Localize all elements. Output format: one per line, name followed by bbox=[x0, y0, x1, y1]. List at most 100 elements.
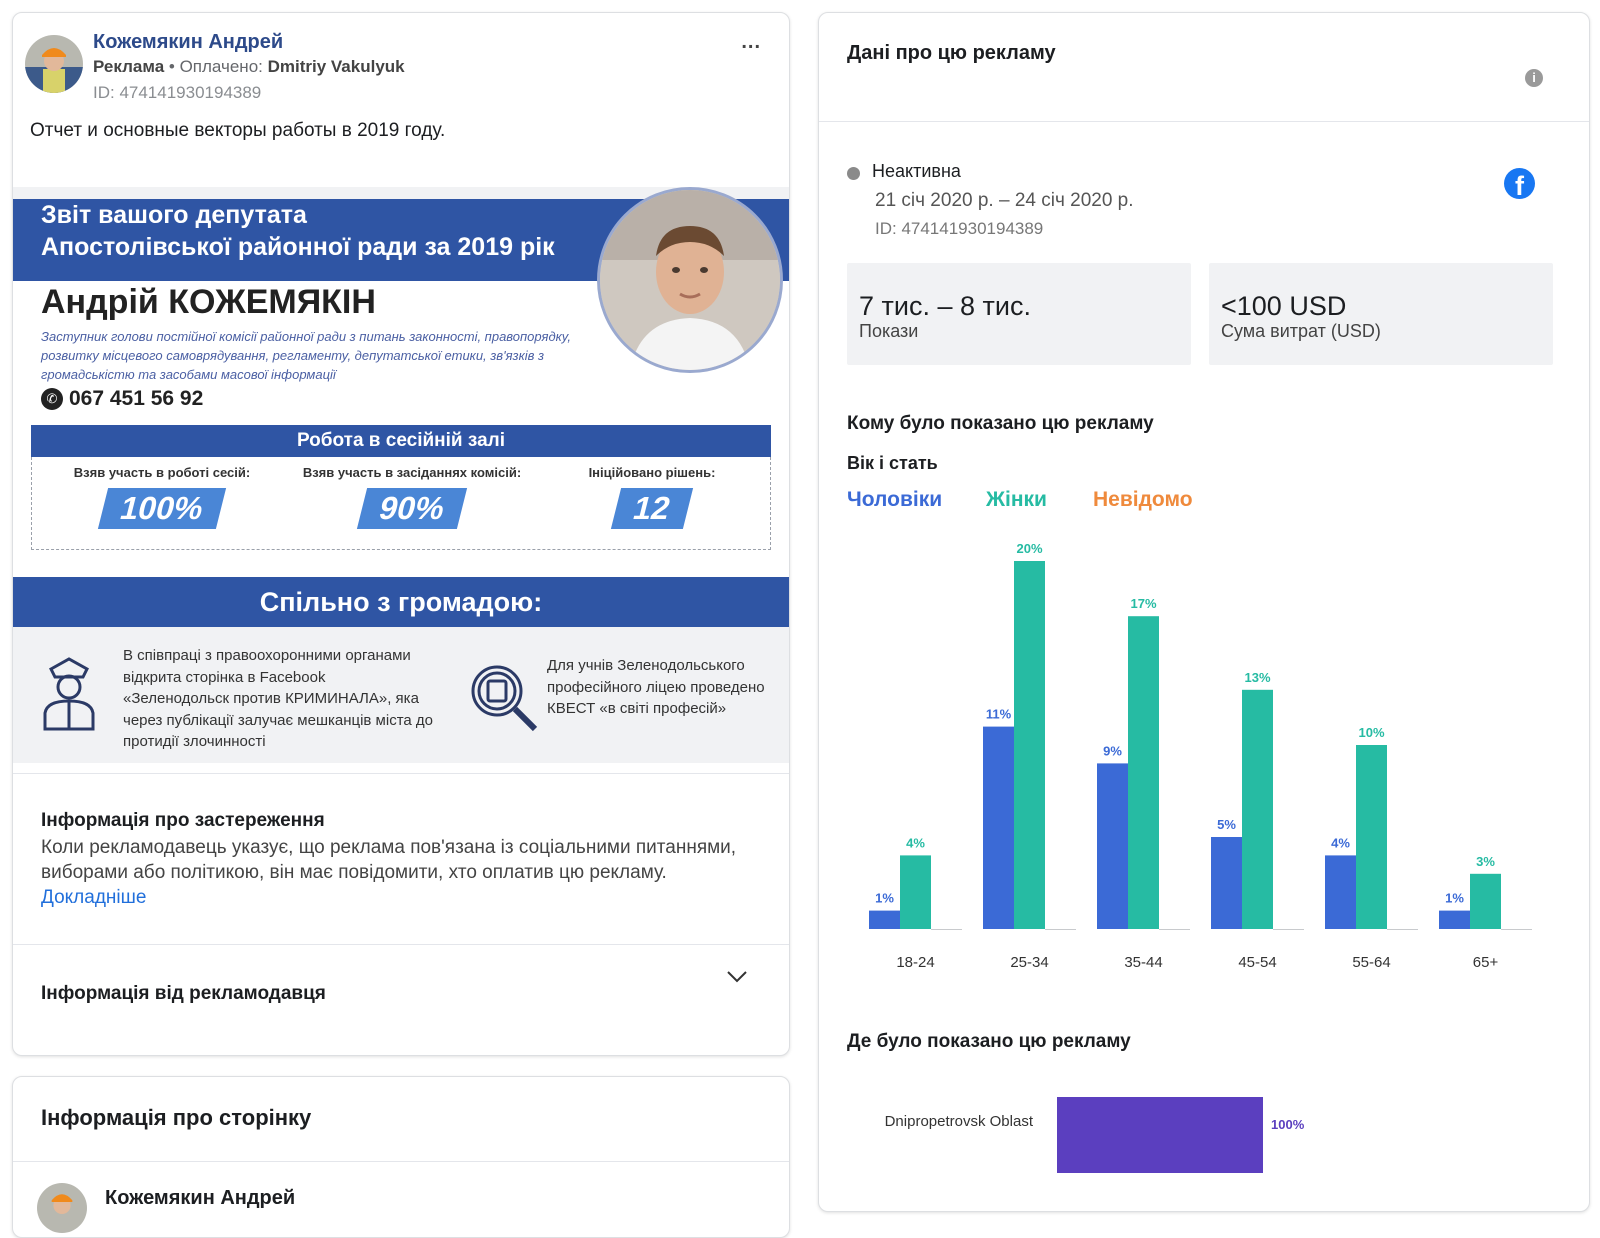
creative-header-line2: Апостолівської районної ради за 2019 рік bbox=[41, 233, 555, 261]
data-label: 3% bbox=[1476, 854, 1495, 869]
impressions-label: Покази bbox=[859, 321, 919, 341]
disclaimer-body: Коли рекламодавець указує, що реклама по… bbox=[41, 837, 737, 883]
magnifier-book-icon bbox=[469, 663, 541, 740]
region-label: Dnipropetrovsk Oblast bbox=[885, 1113, 1034, 1130]
bar-Чоловіки bbox=[1211, 837, 1242, 929]
bar-Чоловіки bbox=[983, 726, 1014, 929]
more-options-icon[interactable]: ... bbox=[741, 31, 761, 53]
advertiser-name[interactable]: Кожемякин Андрей bbox=[93, 31, 284, 53]
legend-unknown[interactable]: Невідомо bbox=[1093, 488, 1193, 511]
data-label: 20% bbox=[1016, 541, 1042, 556]
page-name[interactable]: Кожемякин Андрей bbox=[105, 1187, 296, 1209]
ad-status: Неактивна bbox=[872, 161, 961, 181]
community-title: Спільно з громадою: bbox=[13, 577, 789, 627]
deputy-phone: ✆ 067 451 56 92 bbox=[41, 387, 203, 411]
bar-Жінки bbox=[900, 855, 931, 929]
x-tick-label: 45-54 bbox=[1238, 954, 1276, 971]
paid-by-name: Dmitriy Vakulyuk bbox=[267, 57, 405, 76]
divider bbox=[13, 773, 789, 774]
audience-title: Кому було показано цю рекламу bbox=[847, 413, 1154, 434]
ad-dates: 21 січ 2020 р. – 24 січ 2020 р. bbox=[875, 190, 1134, 211]
ad-card: Кожемякин Андрей Реклама • Оплачено: Dmi… bbox=[12, 12, 790, 1056]
impressions-metric: 7 тис. – 8 тис. Покази bbox=[847, 263, 1191, 365]
advertiser-info-title[interactable]: Інформація від рекламодавця bbox=[41, 983, 326, 1004]
data-label: 13% bbox=[1244, 670, 1270, 685]
disclaimer-title: Інформація про застереження bbox=[41, 810, 325, 831]
creative-header-line1: Звіт вашого депутата bbox=[41, 201, 307, 229]
x-tick-label: 65+ bbox=[1473, 954, 1499, 971]
x-tick-label: 55-64 bbox=[1352, 954, 1390, 971]
learn-more-link[interactable]: Докладніше bbox=[41, 887, 147, 908]
ad-info-card: Дані про цю рекламу i Неактивна 21 січ 2… bbox=[818, 12, 1590, 1212]
stat-label: Ініційовано рішень: bbox=[588, 465, 716, 480]
stat-value: 12 bbox=[611, 488, 693, 529]
info-icon[interactable]: i bbox=[1525, 69, 1543, 87]
session-stats: Взяв участь в роботі сесій: 100% Взяв уч… bbox=[31, 457, 771, 550]
ad-id: ID: 474141930194389 bbox=[93, 83, 262, 102]
divider bbox=[13, 944, 789, 945]
stat-decisions: Ініційовано рішень: 12 bbox=[577, 465, 727, 529]
data-label: 11% bbox=[986, 707, 1012, 722]
facebook-icon[interactable]: f bbox=[1504, 168, 1535, 199]
page-avatar[interactable] bbox=[37, 1183, 87, 1233]
data-label: 1% bbox=[875, 891, 894, 906]
community-left-text: В співпраці з правоохоронними органами в… bbox=[123, 647, 434, 750]
x-tick-label: 18-24 bbox=[896, 954, 934, 971]
age-gender-title: Вік і стать bbox=[847, 453, 938, 473]
sponsor-line: Реклама • Оплачено: Dmitriy Vakulyuk bbox=[93, 57, 405, 77]
divider bbox=[819, 121, 1589, 122]
bar-Чоловіки bbox=[1097, 763, 1128, 929]
legend-women[interactable]: Жінки bbox=[986, 488, 1047, 511]
divider bbox=[13, 1161, 789, 1162]
stat-sessions: Взяв участь в роботі сесій: 100% bbox=[62, 465, 262, 529]
police-officer-icon bbox=[39, 655, 99, 736]
stat-value: 90% bbox=[356, 488, 468, 529]
age-gender-chart: 1% 4% 18-24 11% 20% 25-34 9% 17% 35-44 5% 13% 45-54… bbox=[869, 541, 1532, 971]
bar-Жінки bbox=[1470, 873, 1501, 929]
bar-Жінки bbox=[1128, 616, 1159, 929]
region-chart: Dnipropetrovsk Oblast 100% bbox=[885, 1097, 1305, 1173]
x-tick-label: 35-44 bbox=[1124, 954, 1162, 971]
impressions-value: 7 тис. – 8 тис. bbox=[859, 291, 1031, 321]
data-label: 100% bbox=[1271, 1117, 1305, 1132]
bar-Жінки bbox=[1014, 561, 1045, 929]
spend-label: Сума витрат (USD) bbox=[1221, 321, 1381, 341]
spend-metric: <100 USD Сума витрат (USD) bbox=[1209, 263, 1553, 365]
ad-creative-image[interactable]: Звіт вашого депутата Апостолівської райо… bbox=[13, 187, 789, 763]
x-tick-label: 25-34 bbox=[1010, 954, 1048, 971]
data-label: 5% bbox=[1217, 817, 1236, 832]
page-info-card: Інформація про сторінку Кожемякин Андрей bbox=[12, 1076, 790, 1238]
page-info-title: Інформація про сторінку bbox=[41, 1105, 312, 1130]
stat-label: Взяв участь в роботі сесій: bbox=[73, 465, 251, 480]
data-label: 9% bbox=[1103, 743, 1122, 758]
advertiser-avatar[interactable] bbox=[25, 35, 83, 93]
bar-Чоловіки bbox=[869, 910, 900, 929]
stat-commissions: Взяв участь в засіданнях комісій: 90% bbox=[292, 465, 532, 529]
deputy-portrait bbox=[597, 187, 783, 373]
chevron-down-icon[interactable] bbox=[725, 964, 749, 988]
region-bar bbox=[1057, 1097, 1263, 1173]
data-label: 10% bbox=[1358, 725, 1384, 740]
deputy-description: Заступник голови постійної комісії район… bbox=[41, 329, 572, 382]
data-label: 4% bbox=[906, 835, 925, 850]
post-text: Отчет и основные векторы работы в 2019 г… bbox=[30, 120, 446, 141]
community-right-text: Для учнів Зеленодольського професійного … bbox=[547, 657, 765, 717]
region-title: Де було показано цю рекламу bbox=[847, 1031, 1131, 1052]
legend-men[interactable]: Чоловіки bbox=[847, 488, 943, 511]
sponsored-label: Реклама bbox=[93, 57, 165, 76]
paid-by-prefix: • Оплачено: bbox=[168, 57, 263, 76]
data-label: 4% bbox=[1331, 835, 1350, 850]
bar-Жінки bbox=[1356, 745, 1387, 929]
stat-value: 100% bbox=[97, 488, 227, 529]
bar-Чоловіки bbox=[1325, 855, 1356, 929]
phone-number: 067 451 56 92 bbox=[69, 387, 204, 410]
data-label: 17% bbox=[1130, 596, 1156, 611]
data-label: 1% bbox=[1445, 891, 1464, 906]
spend-value: <100 USD bbox=[1221, 291, 1347, 321]
disclaimer-text: Коли рекламодавець указує, що реклама по… bbox=[41, 835, 761, 910]
phone-icon: ✆ bbox=[41, 388, 63, 411]
ad-info-title: Дані про цю рекламу bbox=[847, 42, 1056, 64]
deputy-name: Андрій КОЖЕМЯКІН bbox=[41, 283, 376, 321]
bar-Жінки bbox=[1242, 689, 1273, 929]
bar-Чоловіки bbox=[1439, 910, 1470, 929]
